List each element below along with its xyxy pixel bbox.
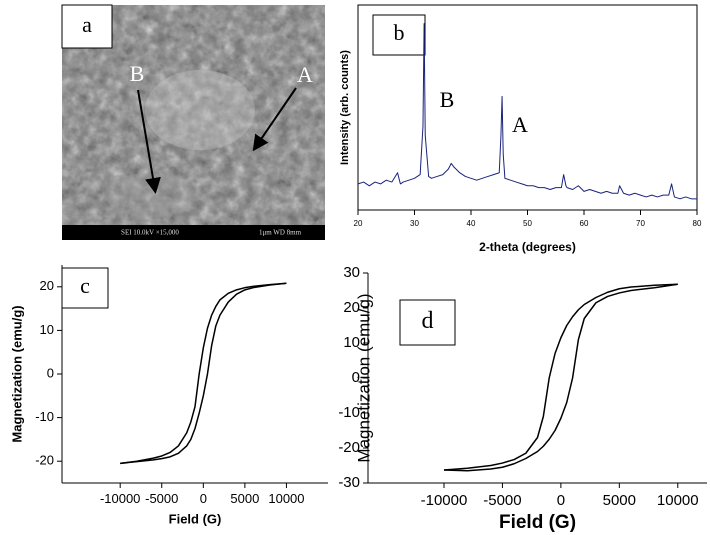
x-tick-label: 0 <box>200 491 207 506</box>
x-tick-label: 10000 <box>268 491 304 506</box>
x-tick-label: 80 <box>693 219 702 228</box>
particle-slab <box>105 173 195 217</box>
panel-label-box <box>61 267 109 309</box>
x-tick-label: -5000 <box>483 492 521 509</box>
data-line <box>443 283 678 471</box>
y-tick-label: -30 <box>338 474 360 491</box>
y-tick-label: 20 <box>343 299 360 316</box>
chart-panel: 20 30 40 50 60 70 80 2-theta (degrees) Intensity… <box>339 4 702 254</box>
sem-panel: SEI 10.0kV ×15,000 1μm WD 8mm a B A <box>61 4 325 240</box>
y-tick-label: 0 <box>352 369 360 386</box>
x-tick-label: -10000 <box>421 492 468 509</box>
x-tick-label: 70 <box>636 219 645 228</box>
panel-label: a <box>82 12 92 37</box>
panel-label: c <box>80 273 90 298</box>
panel-label-box <box>61 4 113 49</box>
data-line <box>120 282 287 465</box>
y-tick-label: 20 <box>40 278 54 293</box>
x-tick-label: 40 <box>467 219 476 228</box>
y-tick-label: 10 <box>343 334 360 351</box>
annotation: B <box>440 87 455 112</box>
y-tick-label: -10 <box>35 409 54 424</box>
x-axis-title: 2-theta (degrees) <box>479 240 576 254</box>
x-tick-label: 10000 <box>657 492 699 509</box>
annotation: A <box>512 112 528 137</box>
arrow <box>137 89 161 194</box>
x-tick-label: 60 <box>580 219 589 228</box>
data-line <box>357 23 697 200</box>
x-tick-label: 50 <box>523 219 532 228</box>
marker-label: B <box>130 61 145 86</box>
y-tick-label: 10 <box>40 322 54 337</box>
panel-label-box <box>399 299 456 346</box>
x-axis-title: Field (G) <box>169 511 222 526</box>
y-tick-label: -20 <box>338 439 360 456</box>
y-axis-title: Magnetization (emu/g) <box>9 305 24 442</box>
panel-label: d <box>422 308 434 334</box>
y-axis-title: Intensity (arb. counts) <box>339 50 351 165</box>
x-tick-label: -10000 <box>100 491 140 506</box>
x-tick-label: 30 <box>410 219 419 228</box>
panel-label: b <box>394 20 405 45</box>
info-bar <box>62 225 325 240</box>
x-tick-label: -5000 <box>145 491 178 506</box>
chart-panel: -10000 -5000 0 5000 10000 -20 -10 0 10 20 Field (G… <box>9 265 328 526</box>
x-tick-label: 5000 <box>603 492 636 509</box>
panel-label-box <box>372 14 426 56</box>
x-tick-label: 20 <box>354 219 363 228</box>
arrow <box>252 87 297 152</box>
y-tick-label: 30 <box>343 264 360 281</box>
info-text: 1μm WD 8mm <box>259 229 302 237</box>
y-axis-title: Magnetization (emu/g) <box>354 293 373 462</box>
info-text: SEI 10.0kV ×15,000 <box>121 229 179 237</box>
data-line <box>120 282 287 465</box>
x-tick-label: 5000 <box>230 491 259 506</box>
y-tick-label: 0 <box>47 365 54 380</box>
x-axis-title: Field (G) <box>499 512 576 533</box>
y-tick-label: -20 <box>35 453 54 468</box>
data-line <box>443 283 678 472</box>
marker-label: A <box>297 62 313 87</box>
y-tick-label: -10 <box>338 404 360 421</box>
particle-cluster <box>145 70 255 150</box>
x-tick-label: 0 <box>557 492 565 509</box>
chart-panel: -10000 -5000 0 5000 10000 -30 -20 -10 0 10 20 30 Fie… <box>338 264 707 533</box>
